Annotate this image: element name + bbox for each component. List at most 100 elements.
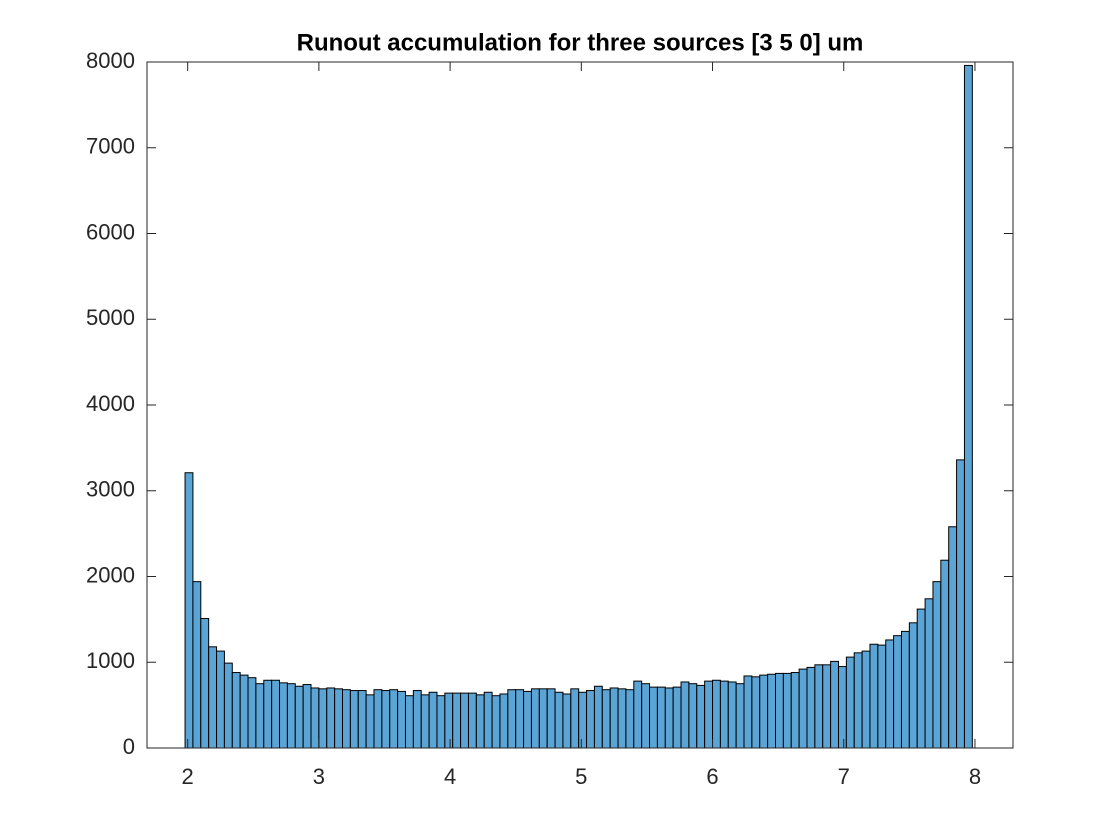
bar	[499, 693, 509, 749]
bar	[397, 690, 406, 749]
bar	[530, 688, 540, 749]
bar	[814, 664, 824, 749]
bar	[460, 692, 469, 749]
bar	[782, 672, 792, 749]
bar	[483, 691, 493, 749]
bar	[893, 635, 902, 749]
bar	[680, 681, 690, 749]
bar	[625, 689, 635, 749]
x-tick-label: 6	[706, 764, 718, 789]
bar	[696, 684, 706, 749]
bar	[271, 679, 281, 749]
bar	[743, 675, 753, 749]
bar	[467, 692, 477, 749]
bar	[538, 688, 548, 749]
x-tick-label: 5	[575, 764, 587, 789]
x-tick-label: 2	[182, 764, 194, 789]
bar	[806, 666, 816, 749]
bar	[310, 687, 320, 749]
bar	[719, 680, 729, 749]
bar	[963, 64, 973, 749]
bar	[208, 646, 218, 749]
bar	[656, 686, 666, 749]
bar	[956, 459, 965, 749]
bar	[688, 683, 698, 749]
bar	[239, 674, 249, 749]
bar	[578, 691, 588, 749]
bar	[554, 691, 564, 749]
bar	[286, 683, 296, 749]
bar	[247, 677, 257, 749]
bar	[822, 664, 832, 749]
bar	[420, 694, 430, 749]
y-tick-label: 5000	[86, 305, 135, 330]
bar	[255, 683, 265, 749]
bar	[885, 639, 895, 749]
bar	[845, 656, 855, 749]
bar	[767, 673, 777, 749]
bar	[727, 681, 737, 749]
bar	[294, 685, 304, 749]
bar	[263, 679, 273, 749]
bar	[507, 689, 517, 749]
bar	[515, 689, 525, 749]
bar	[830, 660, 839, 749]
bar	[837, 666, 847, 749]
bar	[223, 662, 233, 749]
bar	[853, 652, 863, 749]
x-tick-label: 4	[444, 764, 456, 789]
bar	[790, 672, 800, 749]
bar	[326, 687, 336, 749]
bar	[452, 692, 462, 749]
y-tick-label: 7000	[86, 134, 135, 159]
bar	[649, 686, 658, 749]
bar	[712, 679, 721, 749]
bar	[735, 683, 745, 749]
bar	[523, 690, 532, 749]
y-tick-label: 0	[123, 734, 135, 759]
bar	[877, 644, 887, 749]
bar	[491, 695, 501, 749]
bar	[759, 674, 769, 749]
bar	[940, 559, 950, 749]
bar	[641, 683, 651, 749]
bar	[593, 685, 603, 749]
bar	[916, 608, 926, 749]
bar	[932, 581, 942, 749]
bar	[381, 690, 391, 749]
bar	[586, 690, 595, 749]
bar	[869, 643, 879, 749]
bar	[231, 672, 241, 749]
bar	[672, 686, 682, 749]
bar	[546, 688, 556, 749]
bar	[908, 622, 918, 749]
bar	[334, 688, 344, 749]
bar	[444, 692, 454, 749]
bar	[318, 688, 328, 749]
bar	[562, 693, 572, 749]
bar	[948, 526, 958, 749]
chart-title: Runout accumulation for three sources [3…	[297, 29, 864, 56]
bar	[751, 676, 761, 749]
bar	[633, 680, 643, 749]
bar	[570, 688, 580, 749]
bar	[900, 630, 910, 749]
bar	[428, 691, 438, 749]
y-tick-label: 1000	[86, 648, 135, 673]
y-tick-label: 4000	[86, 391, 135, 416]
y-tick-label: 8000	[86, 48, 135, 73]
bar	[601, 689, 611, 749]
bar	[349, 690, 359, 749]
bar	[192, 581, 202, 749]
bar	[279, 682, 288, 749]
bar	[373, 689, 383, 749]
x-tick-label: 3	[313, 764, 325, 789]
bar	[200, 618, 210, 749]
bar	[924, 598, 934, 749]
bar	[184, 472, 194, 749]
bar	[412, 690, 422, 749]
bar	[302, 684, 312, 749]
bar	[664, 687, 674, 749]
bar	[861, 650, 871, 749]
